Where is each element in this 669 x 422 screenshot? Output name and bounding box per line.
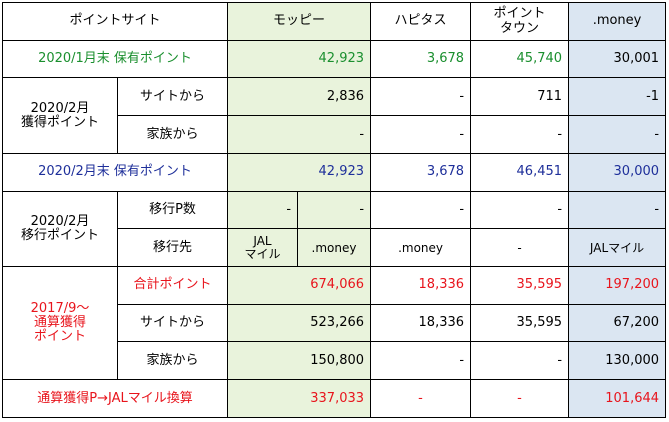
header-pointtown: ポイント タウン [470,2,570,41]
row-jan-balance: 2020/1月末 保有ポイント 42,923 3,678 45,740 30,0… [1,39,667,79]
jal-moppy: 337,033 [227,379,372,418]
total-family-money: 130,000 [568,341,667,381]
row-feb-hapitas: 3,678 [370,152,472,192]
row-jal-conversion: 通算獲得P→JALマイル換算 337,033 - - 101,644 [1,379,667,418]
row-feb-pointtown: 46,451 [470,152,570,192]
feb-acq-family-label: 家族から [116,115,229,154]
total-sum-moppy: 674,066 [227,266,372,305]
row-jan-label: 2020/1月末 保有ポイント [1,39,229,79]
header-hapitas: ハピタス [370,2,472,41]
header-site: ポイントサイト [1,2,229,41]
row-jan-moppy: 42,923 [227,39,372,79]
row-feb-acq-family: 家族から - - - - [3,115,667,154]
total-label: 2017/9〜 通算獲得 ポイント [30,301,90,345]
total-site-moppy: 523,266 [227,303,372,343]
row-jan-pointtown: 45,740 [470,39,570,79]
feb-acq-site-money: -1 [568,77,667,117]
feb-move-dest-moppy-b: .money [297,228,372,268]
feb-move-dest-moppy-a: JAL マイル [227,228,299,268]
row-feb-acq-site: 2020/2月 獲得ポイント サイトから 2,836 - 711 -1 [2,77,667,154]
feb-move-label: 2020/2月 移行ポイント [20,213,99,243]
total-site-label: サイトから [116,303,229,343]
row-jan-money: 30,001 [568,39,667,79]
feb-move-count-moppy-b: - [297,190,372,230]
total-sum-hapitas: 18,336 [370,266,472,305]
total-sum-pointtown: 35,595 [470,266,570,305]
feb-acq-site-label: サイトから [116,77,229,117]
jal-money: 101,644 [568,379,667,418]
total-site-hapitas: 18,336 [370,303,472,343]
row-feb-money: 30,000 [568,152,667,192]
feb-acq-site-pointtown: 711 [470,77,570,117]
total-family-label: 家族から [116,341,229,381]
jal-hapitas: - [370,379,472,418]
total-group: 2017/9〜 通算獲得 ポイント [2,266,118,381]
feb-acq-site-moppy: 2,836 [227,77,372,117]
row-jan-hapitas: 3,678 [370,39,472,79]
total-site-pointtown: 35,595 [470,303,570,343]
feb-acq-site-hapitas: - [370,77,472,117]
feb-move-dest-pointtown: - [470,228,570,268]
row-feb-label: 2020/2月末 保有ポイント [1,152,229,192]
feb-move-count-pointtown: - [470,190,570,230]
row-total-family: 家族から 150,800 - - 130,000 [3,341,667,381]
total-sum-label: 合計ポイント [116,266,229,305]
feb-acq-family-pointtown: - [470,115,570,154]
feb-move-count-money: - [568,190,667,230]
feb-acq-label: 2020/2月 獲得ポイント [20,100,99,130]
jal-pointtown: - [470,379,570,418]
row-feb-move-count: 2020/2月 移行ポイント 移行P数 - - - - - [2,190,667,268]
feb-move-dest-hapitas: .money [370,228,472,268]
feb-move-count-label: 移行P数 [116,190,229,230]
feb-acq-group: 2020/2月 獲得ポイント [2,77,118,154]
header-pointtown-text: ポイント タウン [493,6,546,37]
header-moppy: モッピー [227,2,372,41]
row-feb-moppy: 42,923 [227,152,372,192]
feb-acq-family-money: - [568,115,667,154]
row-feb-balance: 2020/2月末 保有ポイント 42,923 3,678 46,451 30,0… [1,152,667,192]
total-family-pointtown: - [470,341,570,381]
feb-move-dest-label: 移行先 [116,228,229,268]
row-feb-move-dest: 移行先 JAL マイル .money .money - JALマイル [3,228,667,268]
total-family-hapitas: - [370,341,472,381]
row-total-sum: 2017/9〜 通算獲得 ポイント 合計ポイント 674,066 18,336 … [2,266,667,381]
total-family-moppy: 150,800 [227,341,372,381]
feb-move-count-moppy-a: - [227,190,299,230]
feb-move-dest-moppy-a-text: JAL マイル [244,233,281,261]
feb-acq-family-hapitas: - [370,115,472,154]
header-money: .money [568,2,667,41]
feb-move-group: 2020/2月 移行ポイント [2,190,118,268]
header-row: ポイントサイト モッピー ハピタス ポイント タウン .money [1,2,667,41]
feb-acq-family-moppy: - [227,115,372,154]
row-total-site: サイトから 523,266 18,336 35,595 67,200 [3,303,667,343]
total-sum-money: 197,200 [568,266,667,305]
feb-move-dest-money: JALマイル [568,228,667,268]
total-site-money: 67,200 [568,303,667,343]
feb-move-count-hapitas: - [370,190,472,230]
jal-label: 通算獲得P→JALマイル換算 [1,379,229,418]
